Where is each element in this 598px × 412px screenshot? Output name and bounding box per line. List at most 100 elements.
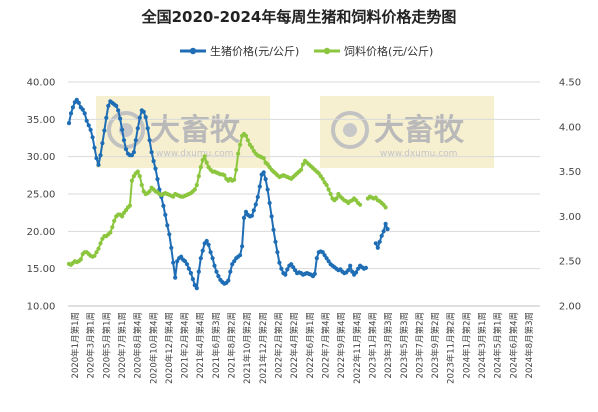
data-point — [163, 212, 168, 217]
data-point — [114, 103, 119, 108]
data-point — [135, 169, 140, 174]
data-point — [196, 269, 201, 274]
y-left-tick-label: 10.00 — [27, 302, 56, 313]
data-point — [82, 111, 87, 116]
watermark-url: www.dxumu.com — [156, 149, 233, 159]
data-point — [285, 267, 290, 272]
data-point — [135, 126, 140, 131]
data-point — [381, 229, 386, 234]
x-tick-label: 2024年1月第2周 — [461, 312, 472, 378]
data-point — [273, 239, 278, 244]
data-point — [179, 254, 184, 259]
x-tick-label: 2022年11月第4周 — [352, 312, 363, 384]
data-point — [385, 227, 390, 232]
data-point — [145, 126, 150, 131]
data-point — [277, 260, 282, 265]
data-point — [155, 177, 160, 182]
data-point — [234, 167, 239, 172]
data-point — [74, 97, 79, 102]
data-point — [123, 147, 129, 152]
data-point — [137, 174, 142, 179]
x-tick-label: 2020年1月第1周 — [70, 312, 81, 378]
data-point — [279, 266, 284, 271]
x-tick-label: 2024年5月第1周 — [493, 312, 504, 378]
data-point — [98, 153, 103, 158]
data-point — [320, 250, 325, 255]
data-point — [358, 202, 363, 207]
data-point — [326, 187, 331, 192]
x-tick-label: 2024年8月第3周 — [524, 312, 535, 378]
x-tick-label: 2023年1月第4周 — [367, 312, 378, 378]
data-point — [118, 116, 123, 121]
data-point — [216, 274, 221, 279]
data-point — [121, 138, 127, 143]
data-point — [127, 203, 132, 208]
data-point — [192, 283, 197, 288]
y-axis-right: 2.00 2.50 3.00 3.50 4.00 4.50 — [559, 78, 581, 313]
data-point — [76, 100, 81, 105]
y-left-tick-label: 35.00 — [27, 115, 56, 126]
x-tick-label: 2021年10月第2周 — [242, 312, 253, 384]
x-tick-label: 2021年4月第4周 — [195, 312, 206, 378]
data-point — [120, 127, 125, 132]
data-point — [249, 213, 254, 218]
x-tick-label: 2023年5月第3周 — [399, 312, 410, 378]
data-point — [232, 177, 237, 182]
data-point — [96, 246, 101, 251]
data-point — [147, 138, 152, 143]
data-point — [324, 182, 329, 188]
data-point — [165, 223, 170, 228]
data-point — [314, 256, 319, 261]
data-point — [131, 150, 136, 155]
data-point — [108, 230, 113, 235]
x-tick-label: 2023年9月第2周 — [430, 312, 441, 378]
data-point — [238, 253, 243, 258]
x-tick-label: 2022年7月第4周 — [320, 312, 331, 378]
data-point — [80, 107, 85, 112]
data-point — [275, 250, 280, 255]
data-point — [147, 189, 152, 194]
data-point — [190, 277, 195, 282]
y-right-tick-label: 2.50 — [559, 257, 581, 268]
data-point — [141, 109, 146, 114]
x-tick-label: 2020年3月第1周 — [86, 312, 97, 378]
data-point — [375, 245, 380, 250]
data-point — [106, 103, 111, 108]
data-point — [232, 259, 237, 264]
data-point — [243, 209, 249, 214]
data-point — [151, 159, 156, 164]
data-point — [70, 105, 75, 110]
x-tick-label: 2020年7月第1周 — [117, 312, 128, 378]
data-point — [379, 233, 384, 238]
legend: 生猪价格(元/公斤) 饲料价格(元/公斤) — [180, 44, 433, 58]
data-point — [194, 182, 199, 188]
data-point — [120, 214, 125, 219]
data-point — [210, 256, 215, 261]
y-axis-left: 10.00 15.00 20.00 25.00 30.00 35.00 40.00 — [27, 78, 56, 313]
data-point — [251, 208, 256, 213]
data-point — [188, 271, 193, 276]
data-point — [267, 200, 272, 206]
y-right-tick-label: 3.00 — [559, 212, 581, 223]
y-right-tick-label: 4.50 — [559, 78, 581, 89]
x-tick-label: 2020年12月第4周 — [164, 312, 175, 384]
data-point — [198, 256, 203, 261]
data-point — [348, 263, 353, 268]
data-point — [149, 150, 154, 155]
data-point — [320, 176, 325, 181]
data-point — [196, 174, 201, 179]
series-layer — [66, 97, 390, 291]
data-point — [96, 162, 101, 167]
legend-item-feed[interactable]: 饲料价格(元/公斤) — [314, 44, 433, 58]
data-point — [261, 156, 266, 161]
data-point — [186, 266, 191, 271]
y-left-tick-label: 25.00 — [27, 190, 56, 201]
y-left-tick-label: 15.00 — [27, 264, 56, 275]
data-point — [204, 238, 209, 244]
data-point — [212, 263, 217, 268]
chart-title: 全国2020-2024年每周生猪和饲料价格走势图 — [141, 8, 457, 26]
y-left-tick-label: 40.00 — [27, 78, 56, 89]
data-point — [171, 260, 176, 265]
data-point — [129, 178, 134, 183]
legend-item-pig[interactable]: 生猪价格(元/公斤) — [180, 44, 299, 58]
